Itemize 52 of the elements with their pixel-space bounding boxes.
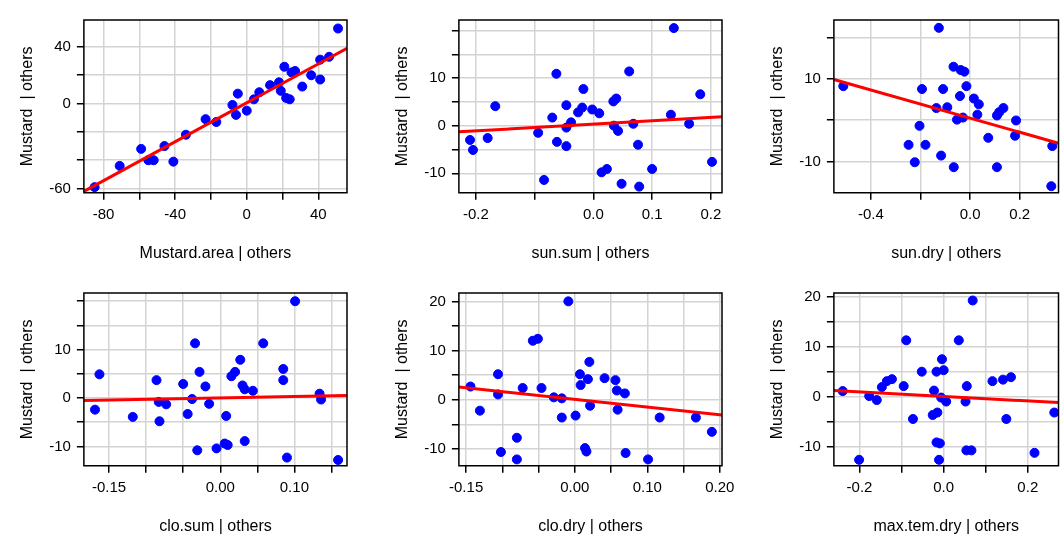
x-tick-label: -0.15: [91, 477, 127, 495]
x-tick-label: -0.2: [462, 204, 489, 222]
y-tick-label: -10: [49, 436, 71, 454]
y-tick-label: 10: [804, 336, 821, 354]
x-axis-title: max.tem.dry | others: [873, 516, 1019, 534]
x-tick-label: 0.2: [1009, 204, 1031, 222]
y-axis-title: Mustard | others: [18, 46, 36, 167]
x-tick-label: 0.1: [641, 204, 663, 222]
y-tick-label: -10: [424, 163, 446, 181]
x-axis-title: sun.dry | others: [891, 243, 1002, 261]
y-axis-title: Mustard | others: [393, 319, 411, 440]
x-tick-label: -0.4: [857, 204, 884, 222]
y-tick-label: 40: [54, 37, 71, 55]
x-tick-label: -80: [92, 204, 115, 222]
y-tick-label: -10: [424, 439, 446, 457]
x-tick-label: 0.0: [959, 204, 981, 222]
x-tick-label: 0.2: [700, 204, 722, 222]
y-axis-title: Mustard | others: [18, 319, 36, 440]
y-tick-label: 10: [429, 340, 446, 358]
x-axis-title: clo.dry | others: [538, 516, 643, 534]
x-tick-label: 0.00: [560, 477, 590, 495]
x-tick-label: -0.2: [846, 477, 873, 495]
x-tick-label: 0.00: [205, 477, 235, 495]
x-tick-label: 0.10: [279, 477, 309, 495]
y-tick-label: -60: [49, 178, 71, 196]
y-tick-label: 0: [437, 389, 446, 407]
y-tick-label: 10: [54, 339, 71, 357]
y-tick-label: 0: [62, 388, 71, 406]
x-tick-label: 0.0: [582, 204, 604, 222]
y-tick-label: -10: [799, 436, 821, 454]
y-axis-title: Mustard | others: [768, 46, 786, 167]
y-tick-label: 10: [429, 68, 446, 86]
x-axis-title: clo.sum | others: [159, 516, 272, 534]
y-axis-title: Mustard | others: [393, 46, 411, 167]
y-tick-label: 0: [62, 93, 71, 111]
x-tick-label: 0.2: [1017, 477, 1039, 495]
y-tick-label: 0: [812, 386, 821, 404]
y-tick-label: 10: [804, 68, 821, 86]
x-tick-label: 0.10: [632, 477, 662, 495]
y-axis-title: Mustard | others: [768, 319, 786, 440]
y-tick-label: 20: [804, 287, 821, 305]
x-tick-label: 0: [242, 204, 251, 222]
x-tick-label: -0.15: [449, 477, 484, 495]
x-tick-label: 0.20: [705, 477, 735, 495]
y-tick-label: 20: [429, 291, 446, 309]
y-tick-label: -10: [799, 151, 821, 169]
x-axis-title: sun.sum | others: [531, 243, 650, 261]
x-axis-title: Mustard.area | others: [139, 243, 292, 261]
x-tick-label: 40: [310, 204, 327, 222]
x-tick-label: 0.0: [933, 477, 955, 495]
y-tick-label: 0: [437, 115, 446, 133]
x-tick-label: -40: [164, 204, 187, 222]
